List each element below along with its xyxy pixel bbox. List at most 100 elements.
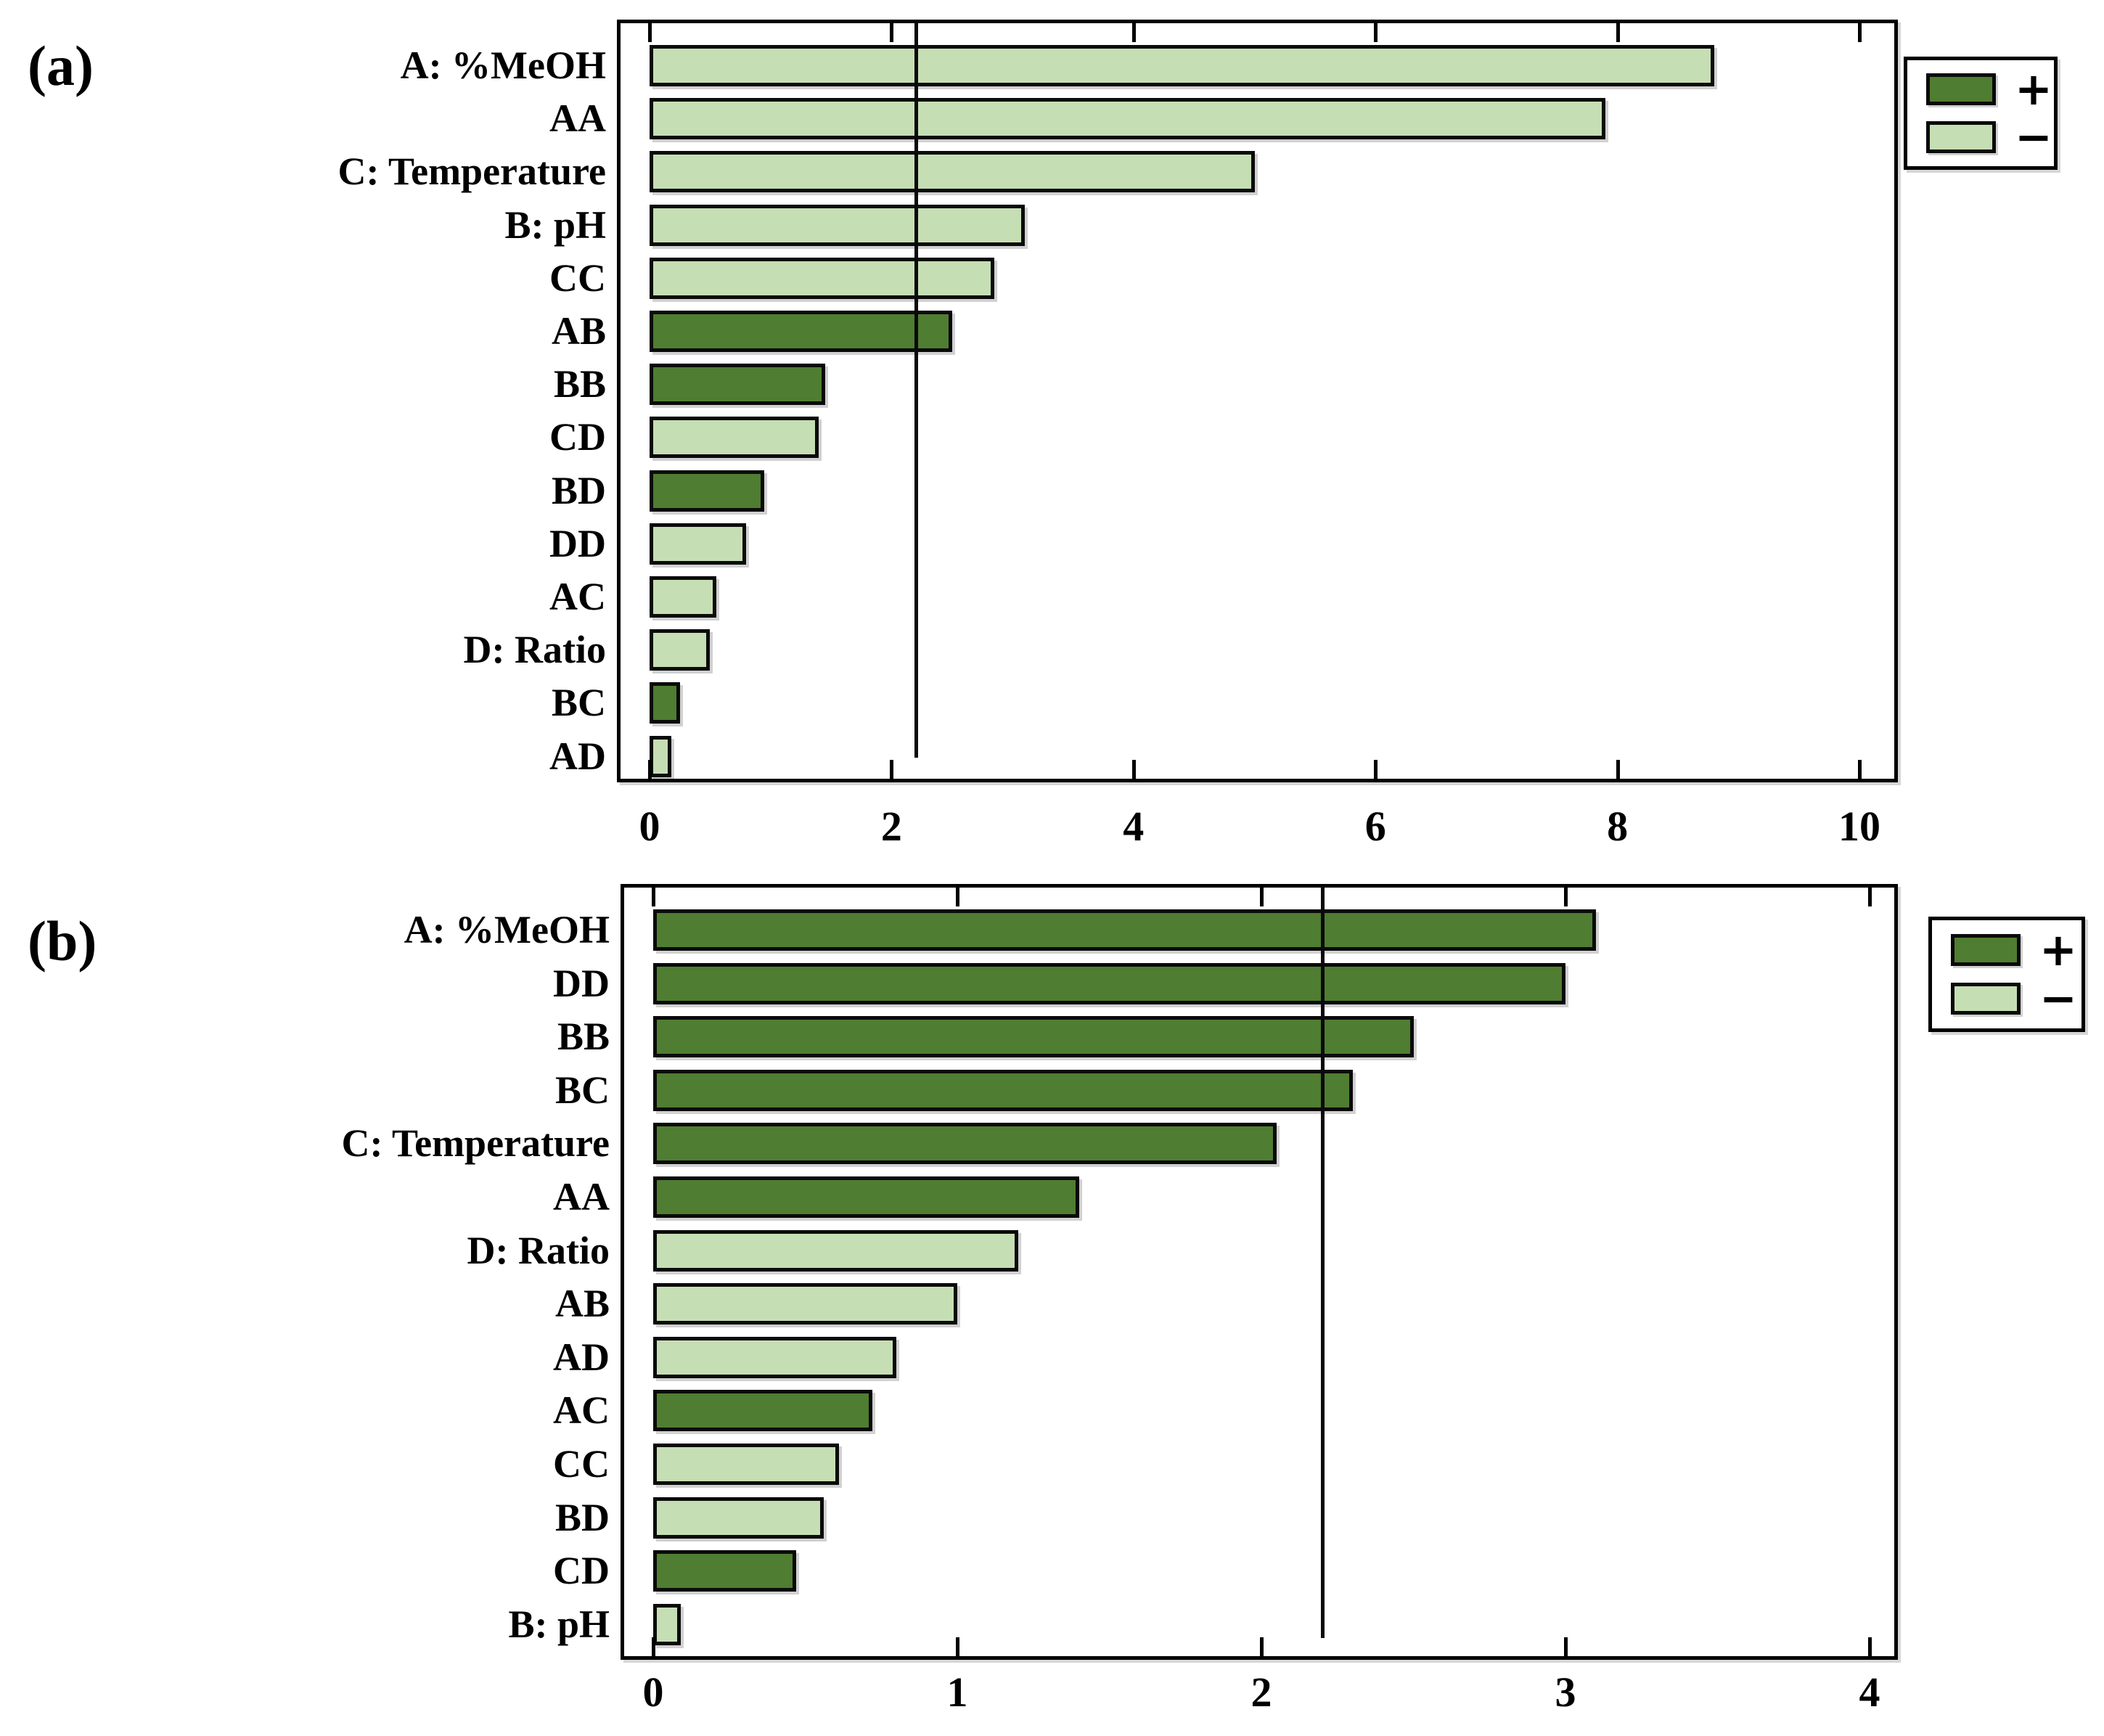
category-label: D: Ratio [467, 1228, 610, 1272]
x-tick-top [890, 23, 894, 42]
category-label: DD [549, 521, 606, 565]
x-tick-top [652, 888, 655, 906]
bar-CD [650, 417, 819, 459]
bar-BB [650, 364, 825, 406]
x-tick-bottom [956, 1637, 959, 1656]
category-label: CD [553, 1549, 610, 1593]
bar-CC [653, 1444, 839, 1485]
category-label: AD [549, 734, 606, 778]
x-tick-bottom [1858, 760, 1862, 779]
category-label: CC [549, 255, 606, 300]
category-label: B: pH [508, 1602, 610, 1646]
x-tick-label: 0 [639, 803, 660, 850]
bar-BC [650, 682, 680, 724]
bar-AB [653, 1283, 957, 1325]
x-tick-label: 4 [1859, 1669, 1880, 1716]
panel-label-b: (b) [28, 909, 97, 973]
bar-B: pH [650, 204, 1025, 246]
category-label: BD [554, 1495, 610, 1539]
category-label: AB [551, 309, 606, 353]
bar-DD [650, 523, 747, 565]
bar-CD [653, 1550, 796, 1592]
x-tick-bottom [1260, 1637, 1264, 1656]
x-tick-label: 10 [1838, 803, 1880, 850]
x-tick-top [648, 23, 652, 42]
category-label: AC [553, 1388, 610, 1433]
reference-line [914, 22, 918, 758]
legend-b: + − [1928, 917, 2085, 1032]
bar-C: Temperature [653, 1123, 1277, 1165]
x-tick-top [1868, 888, 1872, 906]
bar-BC [653, 1069, 1353, 1111]
bar-CC [650, 257, 995, 299]
panel-label-a: (a) [28, 34, 94, 97]
legend-row-positive: + [1932, 928, 2082, 973]
x-tick-bottom [1374, 760, 1378, 779]
x-tick-bottom [890, 760, 894, 779]
bar-AD [650, 735, 671, 777]
bar-D: Ratio [650, 629, 711, 671]
reference-line [1320, 886, 1325, 1638]
category-label: BB [557, 1015, 610, 1059]
bar-B: pH [653, 1603, 681, 1645]
negative-symbol: − [2039, 971, 2077, 1025]
x-tick-top [1616, 23, 1620, 42]
x-tick-top [1374, 23, 1378, 42]
category-label: D: Ratio [463, 628, 606, 672]
x-tick-top [1564, 888, 1568, 906]
bar-D: Ratio [653, 1229, 1018, 1272]
x-tick-bottom [648, 760, 652, 779]
x-tick-top [956, 888, 959, 906]
bar-AD [653, 1336, 897, 1378]
x-tick-bottom [1868, 1637, 1872, 1656]
category-label: BB [553, 362, 606, 406]
category-label: BC [551, 681, 606, 725]
x-tick-bottom [1616, 760, 1620, 779]
category-label: CC [553, 1442, 610, 1486]
x-tick-bottom [1564, 1637, 1568, 1656]
bar-DD [653, 962, 1565, 1004]
category-label: DD [553, 961, 610, 1005]
category-label: A: %MeOH [400, 44, 606, 87]
positive-swatch [1951, 934, 2021, 967]
bar-BB [653, 1016, 1414, 1058]
plot-frame-b [621, 884, 1898, 1660]
bar-AA [650, 98, 1605, 140]
category-label: AA [553, 1175, 610, 1219]
category-label: AC [549, 575, 606, 618]
positive-symbol: + [2015, 62, 2052, 116]
positive-symbol: + [2039, 923, 2077, 977]
legend-row-negative: − [1932, 971, 2082, 1025]
bar-AA [653, 1176, 1079, 1218]
negative-symbol: − [2015, 110, 2052, 163]
x-tick-top [1260, 888, 1264, 906]
bar-A: %MeOH [650, 45, 1714, 86]
bar-BD [653, 1497, 824, 1539]
x-tick-label: 4 [1123, 803, 1145, 850]
bar-C: Temperature [650, 151, 1255, 193]
category-label: AD [553, 1335, 610, 1379]
category-label: C: Temperature [337, 150, 606, 194]
x-tick-label: 3 [1555, 1669, 1576, 1716]
plot-frame-a [617, 20, 1898, 782]
negative-swatch [1926, 120, 1996, 153]
bar-AC [653, 1390, 872, 1432]
category-label: AB [554, 1282, 610, 1326]
bar-A: %MeOH [653, 909, 1596, 951]
category-label: A: %MeOH [404, 908, 610, 951]
category-label: CD [549, 415, 606, 459]
negative-swatch [1951, 982, 2021, 1015]
x-tick-bottom [652, 1637, 655, 1656]
category-label: B: pH [504, 202, 606, 247]
legend-row-positive: + [1907, 67, 2054, 112]
category-label: AA [549, 97, 606, 141]
bar-AB [650, 311, 952, 352]
x-tick-label: 2 [880, 803, 902, 850]
x-tick-label: 0 [642, 1669, 664, 1716]
category-label: BC [554, 1068, 610, 1112]
x-tick-bottom [1131, 760, 1136, 779]
category-label: BD [551, 468, 606, 512]
